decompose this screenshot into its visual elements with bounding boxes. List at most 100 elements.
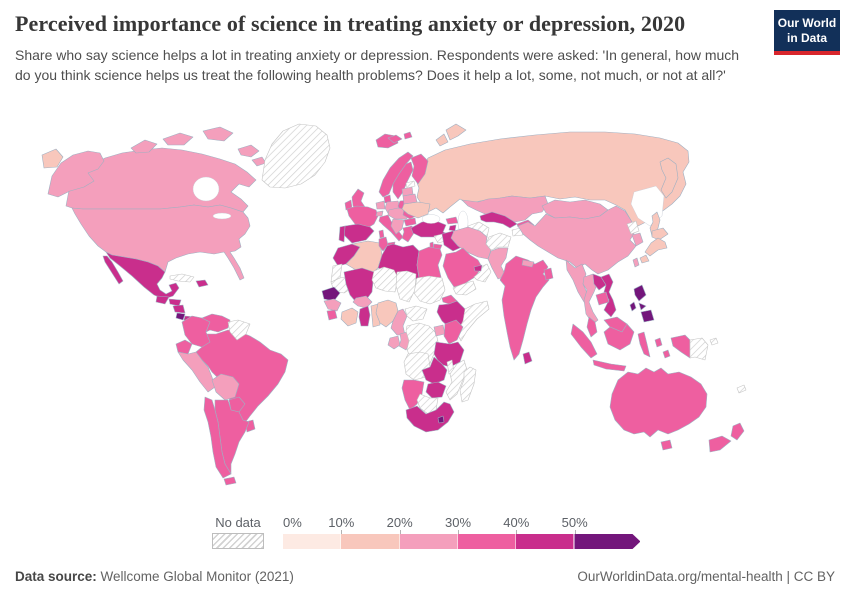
country-costa-rica[interactable]: [175, 312, 186, 321]
country-russia[interactable]: [659, 157, 679, 199]
country-gabon[interactable]: [387, 335, 401, 350]
country-sweden[interactable]: [392, 161, 414, 200]
country-armenia[interactable]: [448, 224, 457, 232]
country-pakistan[interactable]: [487, 247, 509, 280]
country-indonesia[interactable]: [592, 359, 627, 372]
country-australia[interactable]: [609, 367, 708, 438]
country-taiwan[interactable]: [632, 257, 640, 268]
country-mexico[interactable]: [102, 255, 124, 285]
country-switzerland[interactable]: [375, 210, 384, 217]
country-estonia[interactable]: [405, 180, 416, 189]
country-afghanistan[interactable]: [485, 232, 512, 251]
country-cambodia[interactable]: [595, 291, 610, 306]
country-greenland[interactable]: [261, 123, 331, 189]
country-new-zealand[interactable]: [730, 422, 745, 441]
country-honduras[interactable]: [168, 298, 182, 307]
country-tunisia[interactable]: [378, 236, 389, 252]
country-georgia[interactable]: [445, 216, 459, 225]
country-guatemala[interactable]: [155, 295, 170, 305]
country-mali[interactable]: [343, 267, 375, 303]
country-italy[interactable]: [378, 214, 404, 242]
country-philippines[interactable]: [640, 309, 655, 323]
country-uzbekistan[interactable]: [479, 211, 518, 229]
country-spain[interactable]: [343, 223, 375, 244]
country-uganda[interactable]: [433, 324, 446, 337]
country-lesotho[interactable]: [437, 415, 445, 424]
country-russia[interactable]: [445, 123, 467, 141]
country-central-african-republic[interactable]: [404, 305, 428, 322]
country-kazakhstan[interactable]: [461, 195, 549, 223]
country-indonesia[interactable]: [670, 334, 691, 359]
country-papua-new-guinea[interactable]: [709, 337, 719, 346]
country-ghana[interactable]: [358, 305, 371, 327]
country-niger[interactable]: [371, 266, 399, 293]
country-yemen[interactable]: [452, 280, 477, 296]
country-sudan[interactable]: [413, 275, 446, 305]
country-japan[interactable]: [644, 237, 668, 257]
country-japan[interactable]: [651, 227, 669, 241]
country-norway[interactable]: [387, 134, 403, 144]
legend-bin-50%+[interactable]: [574, 534, 640, 549]
country-canada[interactable]: [251, 156, 267, 167]
country-mozambique[interactable]: [445, 359, 468, 401]
country-finland[interactable]: [410, 153, 429, 185]
country-new-zealand[interactable]: [708, 435, 732, 453]
country-canada[interactable]: [130, 139, 158, 154]
country-canada[interactable]: [162, 132, 194, 146]
country-vietnam[interactable]: [600, 273, 617, 318]
country-north-korea[interactable]: [626, 220, 640, 235]
country-india[interactable]: [499, 255, 550, 361]
country-italy[interactable]: [378, 229, 385, 239]
country-norway[interactable]: [378, 151, 414, 198]
country-bolivia[interactable]: [211, 373, 240, 401]
country-venezuela[interactable]: [201, 313, 231, 333]
country-senegal[interactable]: [321, 286, 341, 302]
country-balkans[interactable]: [390, 218, 405, 235]
country-japan[interactable]: [639, 254, 650, 264]
country-papua-new-guinea[interactable]: [689, 337, 709, 361]
country-france[interactable]: [346, 205, 379, 230]
country-ukraine[interactable]: [401, 201, 431, 219]
country-colombia[interactable]: [181, 315, 211, 348]
legend-bin-20-30%[interactable]: [399, 534, 458, 549]
country-chad[interactable]: [395, 270, 417, 303]
country-dominican-republic[interactable]: [195, 279, 209, 288]
country-chile[interactable]: [203, 396, 232, 479]
country-norway[interactable]: [403, 131, 413, 140]
country-cameroon[interactable]: [390, 308, 408, 336]
country-philippines[interactable]: [633, 284, 647, 302]
country-madagascar[interactable]: [459, 366, 477, 403]
country-cuba[interactable]: [169, 273, 195, 283]
country-indonesia[interactable]: [637, 331, 651, 358]
country-south-africa[interactable]: [405, 401, 455, 433]
country-zambia[interactable]: [421, 356, 448, 385]
country-ivory-coast[interactable]: [340, 307, 359, 327]
country-australia[interactable]: [660, 439, 673, 451]
country-russia[interactable]: [41, 148, 64, 169]
country-saudi-arabia[interactable]: [442, 247, 483, 288]
country-indonesia[interactable]: [662, 349, 671, 359]
country-russia[interactable]: [435, 133, 449, 147]
country-netherlands[interactable]: [375, 200, 386, 210]
country-bulgaria[interactable]: [403, 217, 417, 227]
country-greece[interactable]: [401, 225, 415, 243]
country-egypt[interactable]: [416, 246, 443, 281]
legend-bin-10-20%[interactable]: [341, 534, 400, 549]
country-portugal[interactable]: [338, 225, 346, 243]
no-data-swatch[interactable]: [212, 533, 264, 549]
country-namibia[interactable]: [401, 379, 425, 411]
country-canada[interactable]: [237, 144, 260, 158]
country-indonesia[interactable]: [654, 337, 663, 348]
country-sierra-leone[interactable]: [326, 309, 338, 321]
legend-bin-0-10%[interactable]: [283, 534, 342, 549]
country-laos[interactable]: [592, 273, 607, 291]
country-indonesia[interactable]: [603, 323, 635, 351]
country-oman[interactable]: [473, 263, 492, 283]
country-burkina-faso[interactable]: [352, 295, 373, 309]
country-malaysia[interactable]: [586, 316, 598, 338]
country-nepal[interactable]: [521, 259, 535, 268]
country-kenya[interactable]: [443, 319, 464, 345]
legend-bin-30-40%[interactable]: [457, 534, 517, 549]
country-new-caledonia[interactable]: [736, 384, 747, 394]
